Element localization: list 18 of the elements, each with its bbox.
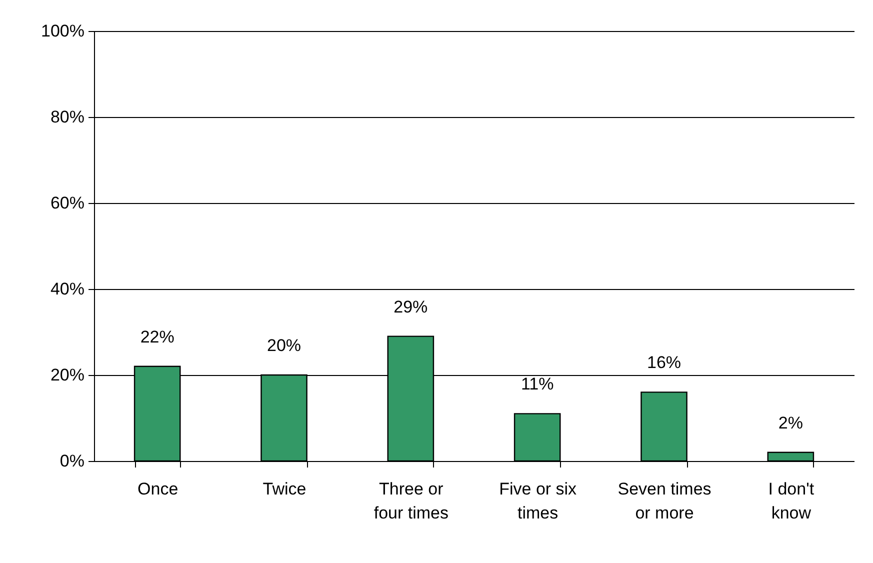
y-tick-label: 0%: [60, 452, 84, 470]
data-label: 29%: [394, 297, 428, 316]
data-label: 11%: [520, 374, 554, 394]
x-tick-label: Three or four times: [374, 480, 448, 522]
x-tick-label: Five or six times: [499, 480, 578, 522]
x-tick-label: Twice: [262, 480, 306, 498]
y-tick-label: 60%: [50, 194, 84, 212]
y-tick-label: 80%: [50, 108, 84, 126]
x-tick-label: I don't know: [768, 480, 814, 522]
data-label: 16%: [646, 353, 682, 372]
y-tick-label: 100%: [41, 22, 84, 40]
x-tick-label: Once: [138, 480, 178, 498]
x-tick-label: Seven times or more: [618, 480, 712, 522]
y-tick-label: 20%: [50, 366, 84, 384]
data-label: 2%: [778, 413, 803, 432]
y-tick-label: 40%: [50, 280, 84, 298]
data-label: 20%: [266, 336, 302, 355]
data-label: 22%: [140, 327, 174, 346]
